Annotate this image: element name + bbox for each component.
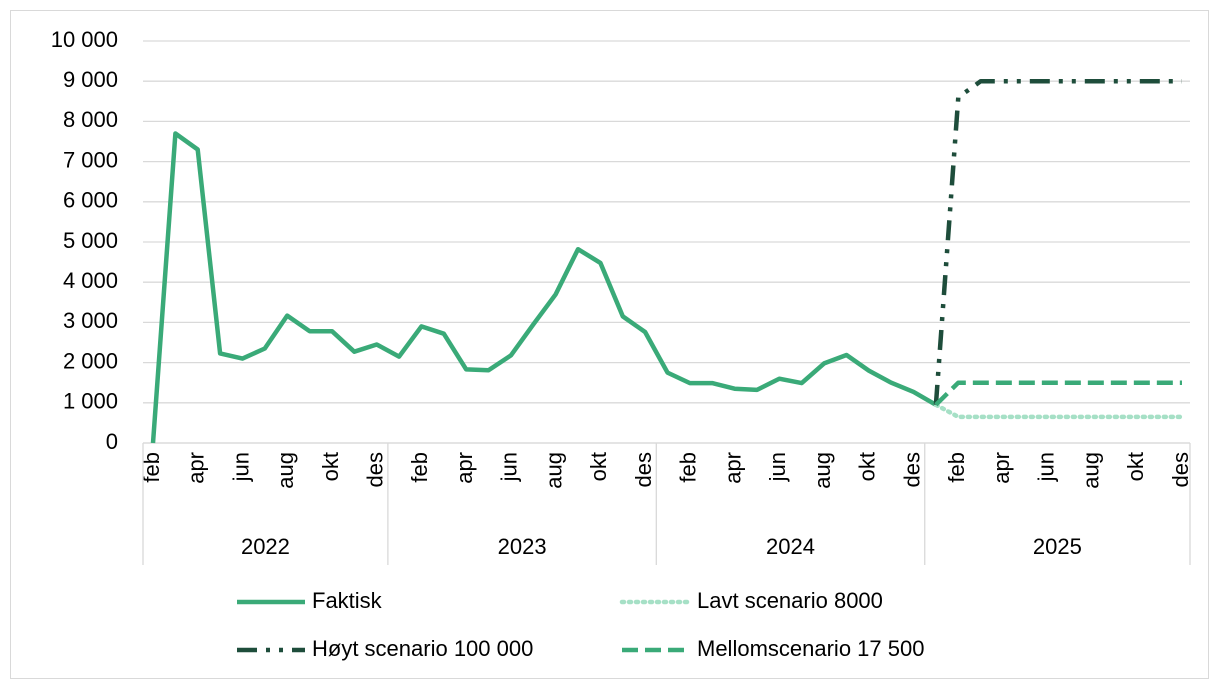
- group-label: 2022: [241, 534, 290, 559]
- group-label: 2024: [766, 534, 815, 559]
- x-tick-label: des: [631, 452, 656, 487]
- y-tick-label: 7 000: [63, 147, 118, 172]
- x-tick-label: feb: [944, 452, 969, 483]
- x-tick-label: jun: [765, 452, 790, 482]
- x-tick-label: des: [899, 452, 924, 487]
- y-tick-label: 8 000: [63, 107, 118, 132]
- y-tick-label: 5 000: [63, 228, 118, 253]
- x-tick-label: aug: [541, 452, 566, 489]
- x-tick-label: apr: [720, 452, 745, 484]
- x-tick-label: aug: [1078, 452, 1103, 489]
- chart-border: [10, 10, 1209, 679]
- y-tick-label: 4 000: [63, 268, 118, 293]
- x-tick-label: jun: [228, 452, 253, 482]
- x-tick-label: okt: [318, 452, 343, 481]
- x-tick-label: des: [1168, 452, 1193, 487]
- y-tick-label: 3 000: [63, 308, 118, 333]
- series-line: [934, 380, 1182, 407]
- x-tick-label: aug: [810, 452, 835, 489]
- x-tick-label: apr: [452, 452, 477, 484]
- x-tick-label: apr: [989, 452, 1014, 484]
- group-label: 2025: [1033, 534, 1082, 559]
- y-tick-label: 1 000: [63, 389, 118, 414]
- y-tick-label: 2 000: [63, 348, 118, 373]
- series-line: [933, 78, 1182, 405]
- x-tick-label: des: [363, 452, 388, 487]
- series-line: [150, 131, 938, 444]
- y-tick-label: 0: [106, 429, 118, 454]
- series-line: [933, 402, 1185, 420]
- x-tick-label: feb: [407, 452, 432, 483]
- x-tick-label: apr: [184, 452, 209, 484]
- legend-label: Høyt scenario 100 000: [312, 636, 533, 661]
- x-tick-label: aug: [273, 452, 298, 489]
- y-tick-label: 9 000: [63, 67, 118, 92]
- x-tick-label: feb: [676, 452, 701, 483]
- group-label: 2023: [498, 534, 547, 559]
- x-tick-label: jun: [1034, 452, 1059, 482]
- legend-label: Lavt scenario 8000: [697, 588, 883, 613]
- x-tick-label: okt: [586, 452, 611, 481]
- y-tick-label: 6 000: [63, 188, 118, 213]
- x-tick-label: jun: [497, 452, 522, 482]
- y-tick-label: 10 000: [51, 27, 118, 52]
- x-tick-label: okt: [1123, 452, 1148, 481]
- legend-label: Faktisk: [312, 588, 383, 613]
- legend-label: Mellomscenario 17 500: [697, 636, 924, 661]
- x-tick-label: okt: [855, 452, 880, 481]
